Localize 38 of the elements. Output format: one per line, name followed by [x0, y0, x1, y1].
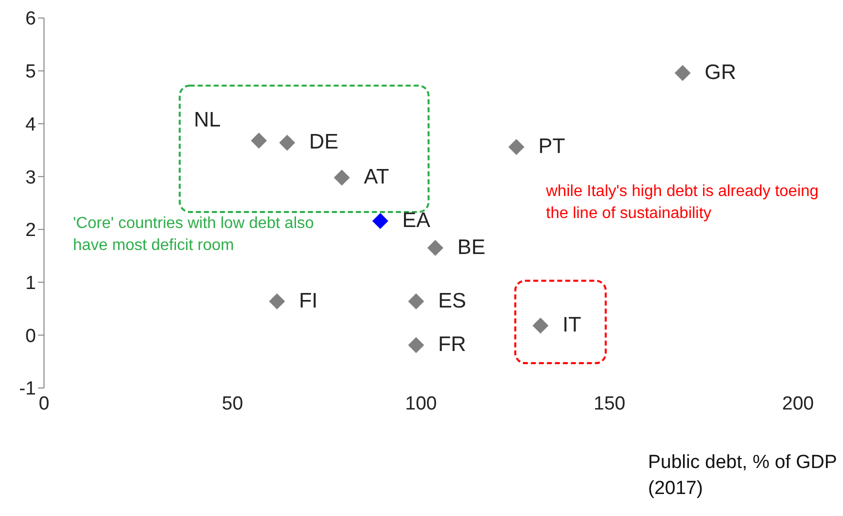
x-tick-label: 0	[38, 393, 50, 414]
annotation: FR	[438, 333, 466, 356]
x-tick-label: 150	[594, 393, 626, 414]
y-tick-label: -1	[19, 378, 36, 400]
x-axis-title: Public debt, % of GDP (2017)	[648, 451, 838, 501]
point	[408, 337, 424, 354]
annotation: while Italy's high debt is already toeing the line of sustainability	[546, 182, 820, 224]
point	[508, 138, 524, 155]
point	[532, 318, 549, 334]
point	[279, 134, 296, 151]
annotation: FI	[298, 289, 318, 312]
annotation: BE	[457, 236, 486, 259]
y-tick-label: 6	[25, 8, 36, 30]
annotation: 'Core' countries with low debt also have most deficit room	[73, 214, 315, 256]
point	[674, 64, 691, 81]
point	[427, 240, 444, 256]
point	[268, 293, 285, 310]
y-tick-label: 4	[25, 114, 36, 136]
y-tick-label: 2	[25, 220, 36, 242]
y-tick-label: 1	[25, 273, 36, 294]
annotation: IT	[562, 314, 582, 337]
point	[408, 293, 424, 310]
point	[334, 170, 350, 186]
y-tick-label: 3	[25, 167, 36, 188]
point	[372, 212, 388, 229]
y-tick-label: 0	[25, 326, 36, 347]
annotation: GR	[704, 60, 736, 84]
annotation: EA	[402, 208, 430, 232]
annotation: DE	[309, 130, 338, 154]
y-tick-label: 5	[25, 62, 36, 83]
point	[250, 132, 267, 149]
x-tick-label: 100	[405, 393, 437, 414]
annotation: ES	[438, 289, 466, 312]
x-tick-label: 50	[222, 393, 244, 414]
x-tick-label: 200	[782, 393, 814, 414]
annotation: AT	[364, 166, 390, 189]
annotation: NL	[194, 108, 221, 132]
annotation: PT	[538, 134, 566, 158]
